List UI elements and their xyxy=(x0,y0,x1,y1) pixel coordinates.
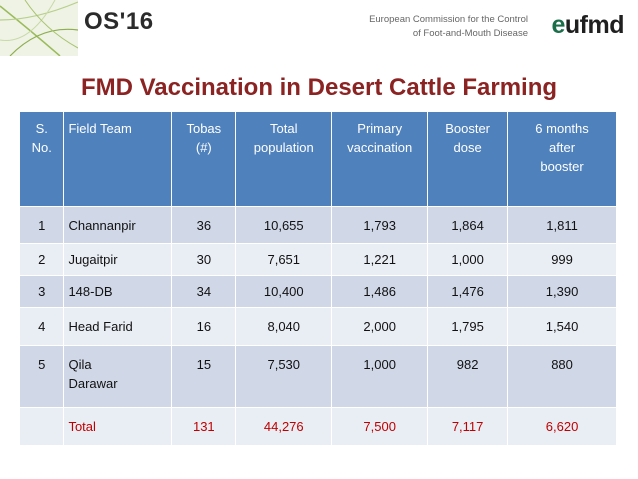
header-tobas: Tobas (#) xyxy=(171,112,237,207)
organization-name: European Commission for the Control of F… xyxy=(318,13,528,41)
cell-primary: 1,000 xyxy=(331,345,429,408)
page-title: FMD Vaccination in Desert Cattle Farming xyxy=(80,74,558,101)
cell-sno: 5 xyxy=(20,345,65,408)
slide-header: OS'16 European Commission for the Contro… xyxy=(0,0,638,56)
header-sno: S. No. xyxy=(20,112,65,207)
cell-tobas: 36 xyxy=(171,206,237,244)
cell-sno: 2 xyxy=(20,243,65,276)
table-row: 5 Qila Darawar 15 7,530 1,000 982 880 xyxy=(20,345,617,408)
table-row: 1 Channanpir 36 10,655 1,793 1,864 1,811 xyxy=(20,206,617,244)
cell-total: 8,040 xyxy=(235,307,333,346)
total-primary: 7,500 xyxy=(331,407,429,445)
conference-title: OS'16 xyxy=(84,8,154,35)
table-header-row: S. No. Field Team Tobas (#) Total populatio… xyxy=(20,112,617,207)
decorative-lines-graphic xyxy=(0,0,78,56)
cell-tobas: 30 xyxy=(171,243,237,276)
total-tobas: 131 xyxy=(171,407,237,445)
cell-team: Jugaitpir xyxy=(63,243,173,276)
cell-booster: 1,795 xyxy=(427,307,509,346)
total-booster: 7,117 xyxy=(427,407,509,445)
cell-primary: 1,793 xyxy=(331,206,429,244)
cell-primary: 2,000 xyxy=(331,307,429,346)
header-six-months: 6 months after booster xyxy=(507,112,617,207)
total-six-months: 6,620 xyxy=(507,407,617,445)
cell-booster: 1,864 xyxy=(427,206,509,244)
organization-name-line1: European Commission for the Control xyxy=(369,14,528,25)
cell-six-months: 1,811 xyxy=(507,206,617,244)
cell-booster: 1,476 xyxy=(427,275,509,308)
logo-rest: ufmd xyxy=(564,11,625,39)
cell-six-months: 880 xyxy=(507,345,617,408)
table-row: 4 Head Farid 16 8,040 2,000 1,795 1,540 xyxy=(20,307,617,346)
eufmd-logo: eufmd xyxy=(551,11,624,40)
cell-total: 7,651 xyxy=(235,243,333,276)
cell-booster: 982 xyxy=(427,345,509,408)
vaccination-table: S. No. Field Team Tobas (#) Total populatio… xyxy=(20,112,617,445)
cell-primary: 1,221 xyxy=(331,243,429,276)
cell-team: Head Farid xyxy=(63,307,173,346)
table-row: 2 Jugaitpir 30 7,651 1,221 1,000 999 xyxy=(20,243,617,276)
cell-sno-empty xyxy=(20,407,65,445)
table-row: 3 148-DB 34 10,400 1,486 1,476 1,390 xyxy=(20,275,617,308)
cell-tobas: 34 xyxy=(171,275,237,308)
logo-e: e xyxy=(551,11,565,39)
cell-team: 148-DB xyxy=(63,275,173,308)
cell-tobas: 15 xyxy=(171,345,237,408)
total-population: 44,276 xyxy=(235,407,333,445)
cell-primary: 1,486 xyxy=(331,275,429,308)
header-booster-dose: Booster dose xyxy=(427,112,509,207)
cell-tobas: 16 xyxy=(171,307,237,346)
cell-sno: 1 xyxy=(20,206,65,244)
cell-sno: 4 xyxy=(20,307,65,346)
cell-team: Qila Darawar xyxy=(63,345,173,408)
cell-six-months: 999 xyxy=(507,243,617,276)
header-field-team: Field Team xyxy=(63,112,173,207)
cell-six-months: 1,540 xyxy=(507,307,617,346)
cell-team: Channanpir xyxy=(63,206,173,244)
cell-sno: 3 xyxy=(20,275,65,308)
cell-booster: 1,000 xyxy=(427,243,509,276)
cell-total: 7,530 xyxy=(235,345,333,408)
organization-name-line2: of Foot-and-Mouth Disease xyxy=(412,28,528,39)
total-label: Total xyxy=(63,407,173,445)
header-total-population: Total population xyxy=(235,112,333,207)
cell-total: 10,400 xyxy=(235,275,333,308)
header-primary-vaccination: Primary vaccination xyxy=(331,112,429,207)
total-row: Total 131 44,276 7,500 7,117 6,620 xyxy=(20,407,617,445)
cell-six-months: 1,390 xyxy=(507,275,617,308)
cell-total: 10,655 xyxy=(235,206,333,244)
